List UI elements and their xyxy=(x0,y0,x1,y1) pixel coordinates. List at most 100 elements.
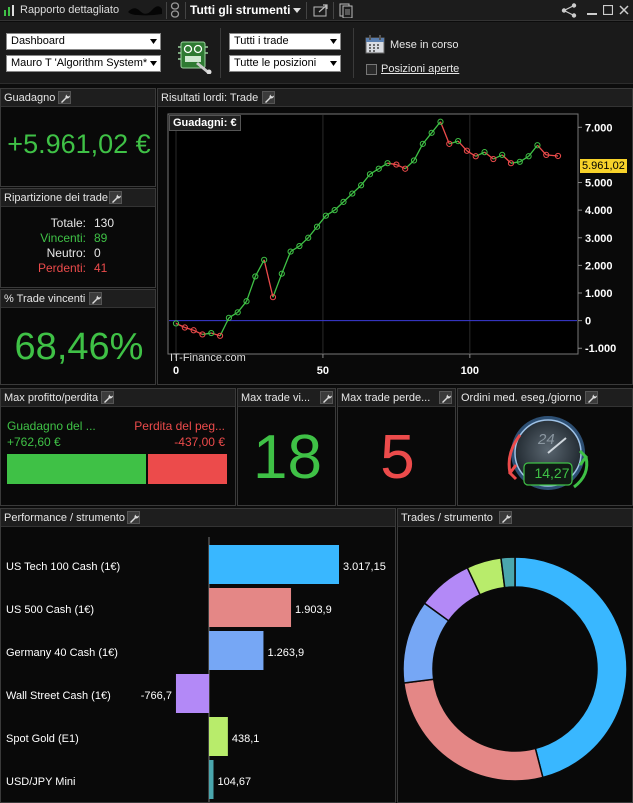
series-segment xyxy=(475,151,485,157)
data-point xyxy=(554,152,562,160)
series-segment xyxy=(272,273,283,298)
category-label: Spot Gold (E1) xyxy=(6,733,79,745)
system-select[interactable]: Mauro T 'Algorithm System* xyxy=(6,55,161,72)
data-point xyxy=(181,324,188,331)
value-label: 3.017,15 xyxy=(343,561,386,573)
panel-header: Max trade perde... xyxy=(338,389,455,407)
wrench-icon[interactable] xyxy=(439,391,452,404)
report-type-select[interactable]: Dashboard xyxy=(6,33,161,50)
bar xyxy=(209,545,339,584)
profit-loss-ratio-bar xyxy=(7,454,227,484)
separator xyxy=(306,2,307,19)
winrate-panel: % Trade vincenti 68,46% xyxy=(0,289,156,385)
donut-slice xyxy=(500,556,516,589)
winning-value: 89 xyxy=(94,231,108,245)
open-positions-label[interactable]: Posizioni aperte xyxy=(381,63,460,75)
neutral-value: 0 xyxy=(94,246,101,260)
wrench-icon[interactable] xyxy=(320,391,333,404)
report-type-value: Dashboard xyxy=(11,35,65,47)
wrench-icon[interactable] xyxy=(109,191,122,204)
data-point xyxy=(402,165,409,172)
document-icon[interactable] xyxy=(338,3,354,18)
series-segment xyxy=(519,155,529,163)
divider xyxy=(353,28,354,78)
y-tick-label: -1.000 xyxy=(585,343,616,355)
series-segment xyxy=(546,154,559,157)
losing-label: Perdenti: xyxy=(37,261,86,275)
data-point xyxy=(375,165,382,172)
value-label: 438,1 xyxy=(232,733,260,745)
category-label: Wall Street Cash (1€) xyxy=(6,690,111,702)
share-icon[interactable] xyxy=(561,3,577,18)
neutral-label: Neutro: xyxy=(46,246,86,260)
trade-filter-select[interactable]: Tutti i trade xyxy=(229,33,341,50)
instrument-selector[interactable]: Tutti gli strumenti xyxy=(190,3,291,17)
data-point xyxy=(507,160,515,167)
calendar-icon[interactable] xyxy=(365,35,385,54)
series-segment xyxy=(466,150,477,157)
panel-title: Max profitto/perdita xyxy=(4,392,99,404)
wrench-icon[interactable] xyxy=(89,292,102,305)
losing-value: 41 xyxy=(94,261,108,275)
category-label: US 500 Cash (1€) xyxy=(6,604,94,616)
series-segment xyxy=(281,251,292,274)
series-segment xyxy=(211,332,221,337)
series-segment xyxy=(369,168,380,175)
panel-header: Guadagno xyxy=(1,89,155,107)
panel-header: Max profitto/perdita xyxy=(1,389,235,407)
data-point xyxy=(393,161,400,168)
x-tick-label: 50 xyxy=(317,365,329,377)
bar xyxy=(175,674,209,713)
bar xyxy=(209,588,292,627)
data-point xyxy=(516,158,523,165)
wrench-icon[interactable] xyxy=(101,391,114,404)
minimize-button[interactable] xyxy=(585,2,599,18)
max-profit-value: +762,60 € xyxy=(7,435,61,449)
series-segment xyxy=(343,193,353,203)
data-point xyxy=(331,207,338,214)
chevron-down-icon[interactable] xyxy=(293,8,301,14)
data-point xyxy=(305,234,312,241)
max-winning-streak-panel: Max trade vi... 18 xyxy=(237,388,336,506)
series-segment xyxy=(501,154,512,164)
panel-title: Trades / strumento xyxy=(401,512,493,524)
position-filter-select[interactable]: Tutte le posizioni xyxy=(229,55,341,72)
wrench-icon[interactable] xyxy=(499,511,512,524)
close-button[interactable] xyxy=(617,2,631,18)
wrench-icon[interactable] xyxy=(262,91,275,104)
data-point xyxy=(437,118,444,125)
data-point xyxy=(313,223,321,230)
data-point xyxy=(419,140,426,147)
wrench-icon[interactable] xyxy=(585,391,598,404)
data-point xyxy=(216,332,224,339)
series-segment xyxy=(493,154,503,160)
export-icon[interactable] xyxy=(313,3,329,18)
chart-label: Guadagni: € xyxy=(169,115,241,131)
algorithm-icon[interactable] xyxy=(178,38,212,74)
y-tick-label: 0 xyxy=(585,316,591,328)
avg-orders-panel: Ordini med. eseg./giorno 24 14,27 xyxy=(457,388,633,506)
maximize-button[interactable] xyxy=(601,2,615,18)
wrench-icon[interactable] xyxy=(58,91,71,104)
data-point xyxy=(543,151,550,159)
wrench-icon[interactable] xyxy=(127,511,140,524)
data-point xyxy=(463,147,471,154)
panel-header: Trades / strumento xyxy=(398,509,632,527)
position-filter-value: Tutte le posizioni xyxy=(234,57,317,69)
period-label[interactable]: Mese in corso xyxy=(390,39,459,51)
series-segment xyxy=(510,161,520,164)
loss-bar xyxy=(147,454,227,484)
gain-panel: Guadagno +5.961,02 € xyxy=(0,88,156,187)
link-icon[interactable] xyxy=(170,2,180,18)
series-segment xyxy=(334,201,344,211)
series-segment xyxy=(325,209,336,217)
y-tick-label: 4.000 xyxy=(585,205,613,217)
max-loss-value: -437,00 € xyxy=(174,435,225,449)
data-point xyxy=(525,153,532,160)
gain-value: +5.961,02 € xyxy=(7,129,151,159)
open-positions-checkbox[interactable] xyxy=(366,64,377,75)
data-point xyxy=(243,298,250,305)
data-point xyxy=(199,331,206,338)
donut-slice xyxy=(403,678,544,782)
y-tick-label: 1.000 xyxy=(585,288,613,300)
